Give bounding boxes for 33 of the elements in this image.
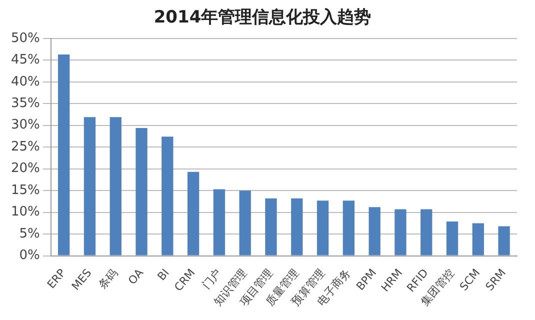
y-tick-label: 20% [10,161,40,176]
y-tick-label: 40% [10,74,40,90]
y-tick-label: 25% [10,139,40,154]
bar [498,226,510,256]
bar [446,221,458,256]
bar [265,198,277,256]
bar [136,128,148,256]
y-tick-label: 0% [19,248,40,264]
bar [316,200,329,256]
y-tick-label: 45% [10,52,40,68]
bar [58,54,70,256]
bar [239,190,251,256]
bar [291,198,303,256]
bar [368,207,380,256]
x-tick-label: BI [155,266,172,284]
y-tick-label: 15% [10,182,40,198]
x-tick-label: 条码 [96,266,120,292]
y-tick-label: 35% [10,96,40,111]
bar [342,200,355,256]
bar [420,209,432,256]
bar [213,189,226,256]
bar [187,172,200,256]
bar [110,117,122,256]
chart-title: 2014年管理信息化投入趋势 [154,8,372,28]
bar [472,223,484,256]
bar [84,117,96,256]
y-tick-label: 30% [10,118,40,133]
x-tick-label: OA [126,266,146,288]
y-tick-label: 50% [10,30,40,46]
y-tick-label: 5% [19,226,40,242]
bar [394,209,406,256]
y-tick-label: 10% [10,204,40,220]
bar [162,136,174,256]
